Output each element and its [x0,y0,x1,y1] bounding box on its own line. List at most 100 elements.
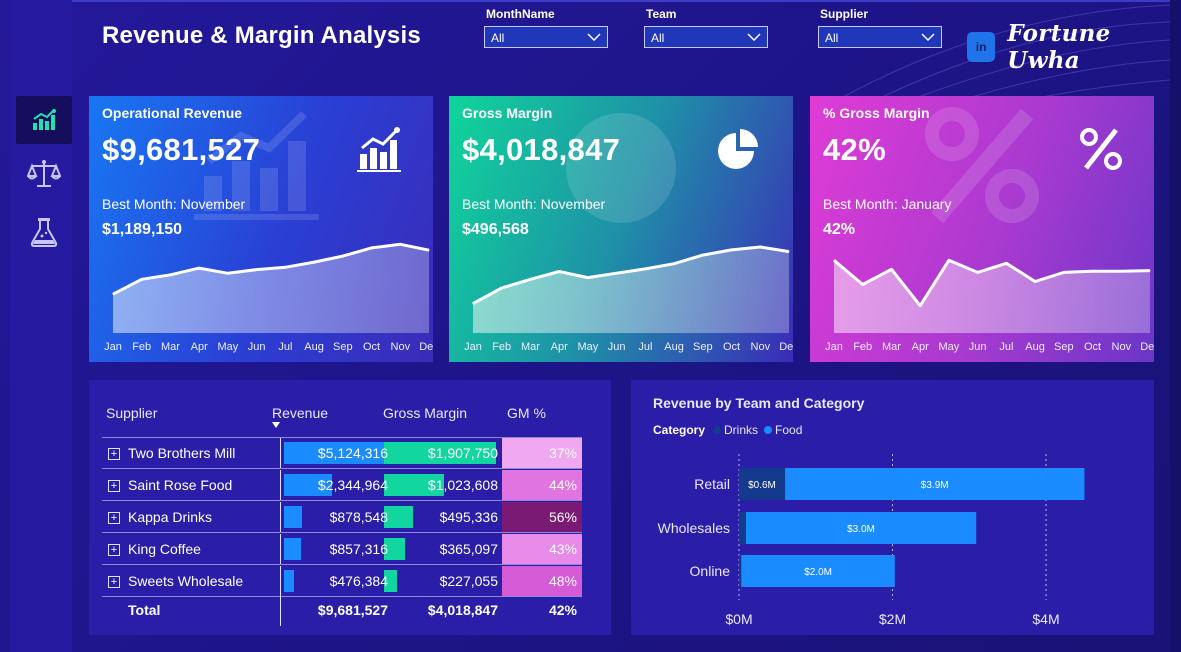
sparkline-point [284,266,286,268]
growth-chart-icon [357,127,401,172]
kpi-title: Gross Margin [462,105,553,121]
sidebar-item-margin[interactable] [16,150,72,198]
header-revenue[interactable]: Revenue [272,405,329,421]
month-tick-label: Aug [304,341,324,353]
gross-margin-value: $1,907,750 [427,445,498,461]
month-tick-label: Feb [853,341,872,353]
sparkline-point [673,263,675,265]
bar-segment-drinks[interactable] [739,512,746,544]
legend-item-drinks[interactable]: Drinks [713,423,758,437]
revenue-bar [284,474,332,496]
filter-label: Team [646,7,677,21]
category-label: Wholesales [658,520,730,536]
bar-segment-food[interactable] [785,468,1085,500]
sparkline-point [227,272,229,274]
sparkline-point [862,284,864,285]
sparkline-point [530,278,531,280]
month-tick-label: Dec [1140,341,1154,353]
table-row[interactable]: + King Coffee $857,316 $365,097 43% [102,534,582,565]
dropdown-value: All [491,31,505,45]
monthname-dropdown[interactable]: All [484,26,608,48]
sort-descending-icon[interactable] [272,422,280,428]
kpi-best-month-label: Best Month: November [462,196,606,212]
sparkline-point [256,269,258,271]
revenue-value: $5,124,316 [317,445,388,461]
sparkline-point [587,277,589,279]
total-gross-margin: $4,018,847 [427,602,498,618]
filter-label: MonthName [486,7,555,21]
month-tick-label: Aug [664,341,684,353]
sidebar-item-revenue[interactable] [16,96,72,144]
month-tick-label: Oct [1084,341,1101,353]
sparkline-point [342,255,344,257]
bar-segment-drinks[interactable] [739,555,742,587]
stacked-bar-chart: $0M $2M $4M Retail $0.6M $3.9M Wholesales $3.0M… [658,454,1085,627]
revenue-value: $857,316 [329,541,388,557]
table-row[interactable]: + Saint Rose Food $2,344,964 $1,023,608 44% [102,470,582,501]
month-tick-label: Feb [132,341,151,353]
x-tick-label: $0M [725,611,752,627]
gm-percent-value: 56% [548,509,577,525]
kpi-card-gross-margin-percent[interactable]: % Gross Margin 42% Best Month: January 4… [810,96,1154,362]
revenue-value: $2,344,964 [317,477,388,493]
total-gm-percent: 42% [548,602,577,618]
category-label: Online [690,563,731,579]
expand-icon[interactable]: + [108,576,120,588]
table-row[interactable]: + Kappa Drinks $878,548 $495,336 56% [102,502,582,533]
month-tick-label: Jul [278,341,292,353]
header-supplier[interactable]: Supplier [106,405,158,421]
sparkline-point [112,293,114,295]
month-tick-label: Aug [1025,341,1045,353]
header-gm-percent[interactable]: GM % [507,405,546,421]
row-divider [102,564,582,565]
percent-icon [1080,128,1122,170]
gm-percent-cell [502,502,582,533]
header-gross-margin[interactable]: Gross Margin [383,405,468,421]
month-tick-label: May [939,341,960,353]
supplier-name: Saint Rose Food [128,477,233,493]
sparkline-point [948,259,950,261]
bar-segment-food[interactable] [741,555,895,587]
sparkline-point [1063,271,1065,273]
month-tick-label: Jun [248,341,266,353]
bar-segment-drinks[interactable] [739,468,786,500]
linkedin-icon[interactable]: in [967,32,996,62]
category-label: Retail [694,476,730,492]
sidebar-item-analysis[interactable] [16,208,72,256]
kpi-card-gross-margin[interactable]: Gross Margin $4,018,847 Best Month: Nove… [449,96,793,362]
expand-icon[interactable]: + [108,512,120,524]
sparkline-point [644,268,646,270]
filter-team: Team All [644,7,768,48]
legend-item-food[interactable]: Food [764,423,802,437]
sparkline-area [473,247,789,333]
month-tick-label: May [218,341,239,353]
table-row[interactable]: + Sweets Wholesale $476,384 $227,055 48% [102,566,582,597]
supplier-dropdown[interactable]: All [818,26,942,48]
supplier-name: Kappa Drinks [128,509,213,525]
chevron-down-icon [747,33,761,41]
bar-data-label: $3.0M [847,524,875,535]
month-tick-label: Oct [363,341,380,353]
chart-legend: Category Drinks Food [653,423,808,437]
filter-label: Supplier [820,7,869,21]
team-dropdown[interactable]: All [644,26,768,48]
bar-segment-food[interactable] [745,512,977,544]
gm-percent-cell [502,438,582,469]
sparkline-point [558,271,560,272]
kpi-card-operational-revenue[interactable]: Operational Revenue $9,681,527 Best Mont… [89,96,433,362]
gross-margin-sparkline-chart: Jan Feb Mar Apr May Jun Jul Aug Sep Oct Nov Dec [464,245,793,353]
table-row[interactable]: + Two Brothers Mill $5,124,316 $1,907,750 37… [102,438,582,469]
month-tick-label: Jul [999,341,1013,353]
expand-icon[interactable]: + [108,480,120,492]
supplier-table: Supplier Revenue Gross Margin GM % + Two … [89,380,611,635]
page-title: Revenue & Margin Analysis [102,22,421,49]
gross-margin-bar [384,570,398,592]
expand-icon[interactable]: + [108,448,120,460]
gross-margin-value: $227,055 [439,573,498,589]
sparkline-point [788,251,790,253]
expand-icon[interactable]: + [108,544,120,556]
gross-margin-bar [384,442,496,464]
sparkline-point [977,271,979,273]
gm-percent-sparkline-chart: Jan Feb Mar Apr May Jun Jul Aug Sep Oct Nov Dec [825,258,1154,353]
row-divider [102,532,582,533]
